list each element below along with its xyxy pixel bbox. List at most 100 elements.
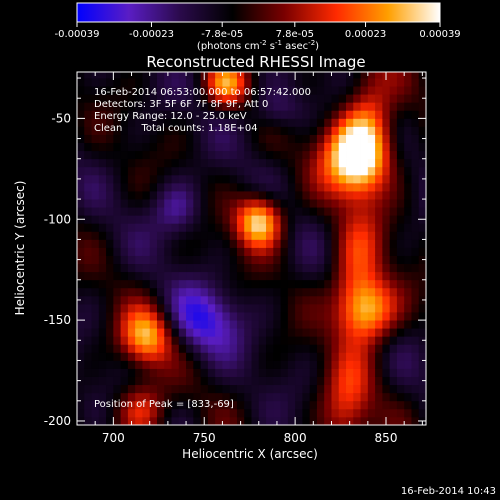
heatmap-cell: [236, 78, 245, 87]
heatmap-cell: [375, 191, 383, 200]
heatmap-cell: [215, 255, 223, 265]
heatmap-cell: [200, 150, 209, 160]
heatmap-cell: [389, 360, 398, 369]
heatmap-cell: [396, 199, 405, 208]
heatmap-cell: [295, 239, 303, 248]
heatmap-cell: [135, 72, 143, 79]
heatmap-cell: [98, 166, 107, 176]
heatmap-cell: [164, 150, 172, 160]
heatmap-cell: [375, 182, 383, 192]
heatmap-cell: [389, 392, 398, 402]
heatmap-cell: [106, 72, 114, 79]
heatmap-cell: [98, 118, 107, 127]
heatmap-cell: [295, 78, 303, 87]
heatmap-cell: [120, 150, 129, 160]
heatmap-cell: [215, 166, 223, 176]
heatmap-cell: [207, 336, 216, 345]
heatmap-cell: [149, 263, 158, 273]
heatmap-cell: [251, 384, 260, 394]
heatmap-cell: [222, 392, 231, 402]
heatmap-cell: [389, 215, 398, 224]
colorbar-ticks: -0.00039 -0.00023 -7.8e-05 7.8e-05 0.00023 0.…: [55, 22, 461, 40]
heatmap-cell: [266, 279, 274, 289]
heatmap-cell: [404, 182, 412, 192]
heatmap-cell: [367, 303, 376, 313]
heatmap-cell: [295, 199, 303, 208]
heatmap-cell: [295, 384, 303, 394]
heatmap-cell: [193, 215, 201, 224]
heatmap-cell: [346, 207, 354, 216]
heatmap-cell: [389, 166, 398, 176]
heatmap-cell: [353, 408, 361, 418]
heatmap-cell: [236, 336, 245, 345]
heatmap-cell: [178, 376, 187, 386]
heatmap-cell: [127, 328, 136, 337]
heatmap-cell: [207, 312, 216, 321]
heatmap-cell: [404, 199, 412, 208]
heatmap-cell: [193, 312, 201, 321]
heatmap-cell: [135, 231, 143, 240]
heatmap-cell: [273, 336, 281, 345]
heatmap-cell: [149, 72, 158, 79]
heatmap-cell: [266, 110, 274, 119]
heatmap-cell: [273, 352, 281, 361]
heatmap-cell: [91, 182, 100, 192]
heatmap-cell: [84, 384, 92, 394]
heatmap-cell: [411, 207, 420, 216]
heatmap-cell: [113, 376, 122, 386]
heatmap-cell: [178, 223, 187, 232]
heatmap-cell: [287, 287, 296, 297]
heatmap-cell: [200, 352, 209, 361]
heatmap-cell: [353, 134, 361, 143]
heatmap-cell: [375, 86, 383, 95]
heatmap-cell: [382, 231, 391, 240]
heatmap-cell: [346, 255, 354, 265]
heatmap-cell: [389, 150, 398, 160]
heatmap-cell: [77, 239, 85, 248]
heatmap-cell: [236, 384, 245, 394]
heatmap-cell: [135, 247, 143, 256]
heatmap-cell: [142, 239, 151, 248]
heatmap-cell: [186, 360, 194, 369]
annotation-time-range: 16-Feb-2014 06:53:00.000 to 06:57:42.000: [94, 87, 311, 98]
heatmap-cell: [156, 295, 165, 305]
heatmap-cell: [360, 102, 369, 111]
heatmap-cell: [280, 102, 289, 111]
heatmap-cell: [309, 352, 318, 361]
heatmap-cell: [382, 328, 391, 337]
heatmap-cell: [360, 215, 369, 224]
heatmap-cell: [353, 271, 361, 281]
heatmap-cell: [251, 166, 260, 176]
heatmap-cell: [193, 118, 201, 127]
heatmap-cell: [120, 215, 129, 224]
heatmap-cell: [156, 336, 165, 345]
heatmap-cell: [353, 231, 361, 240]
heatmap-cell: [193, 72, 201, 79]
heatmap-cell: [273, 78, 281, 87]
heatmap-cell: [236, 416, 245, 425]
heatmap-cell: [353, 352, 361, 361]
heatmap-cell: [266, 78, 274, 87]
heatmap-cell: [273, 94, 281, 103]
heatmap-cell: [316, 134, 325, 143]
heatmap-cell: [389, 86, 398, 95]
heatmap-cell: [193, 126, 201, 135]
heatmap-cell: [251, 408, 260, 418]
heatmap-cell: [396, 255, 405, 265]
heatmap-cell: [222, 126, 231, 135]
heatmap-cell: [244, 255, 252, 265]
heatmap-cell: [135, 215, 143, 224]
heatmap-cell: [273, 158, 281, 168]
heatmap-cell: [77, 384, 85, 394]
heatmap-cell: [186, 392, 194, 402]
heatmap-cell: [346, 303, 354, 313]
heatmap-cell: [200, 231, 209, 240]
heatmap-cell: [411, 142, 420, 152]
heatmap-cell: [302, 158, 311, 168]
heatmap-cell: [396, 78, 405, 87]
heatmap-cell: [258, 182, 267, 192]
heatmap-cell: [186, 239, 194, 248]
heatmap-cell: [338, 312, 347, 321]
heatmap-cell: [207, 118, 216, 127]
heatmap-cell: [411, 400, 420, 410]
